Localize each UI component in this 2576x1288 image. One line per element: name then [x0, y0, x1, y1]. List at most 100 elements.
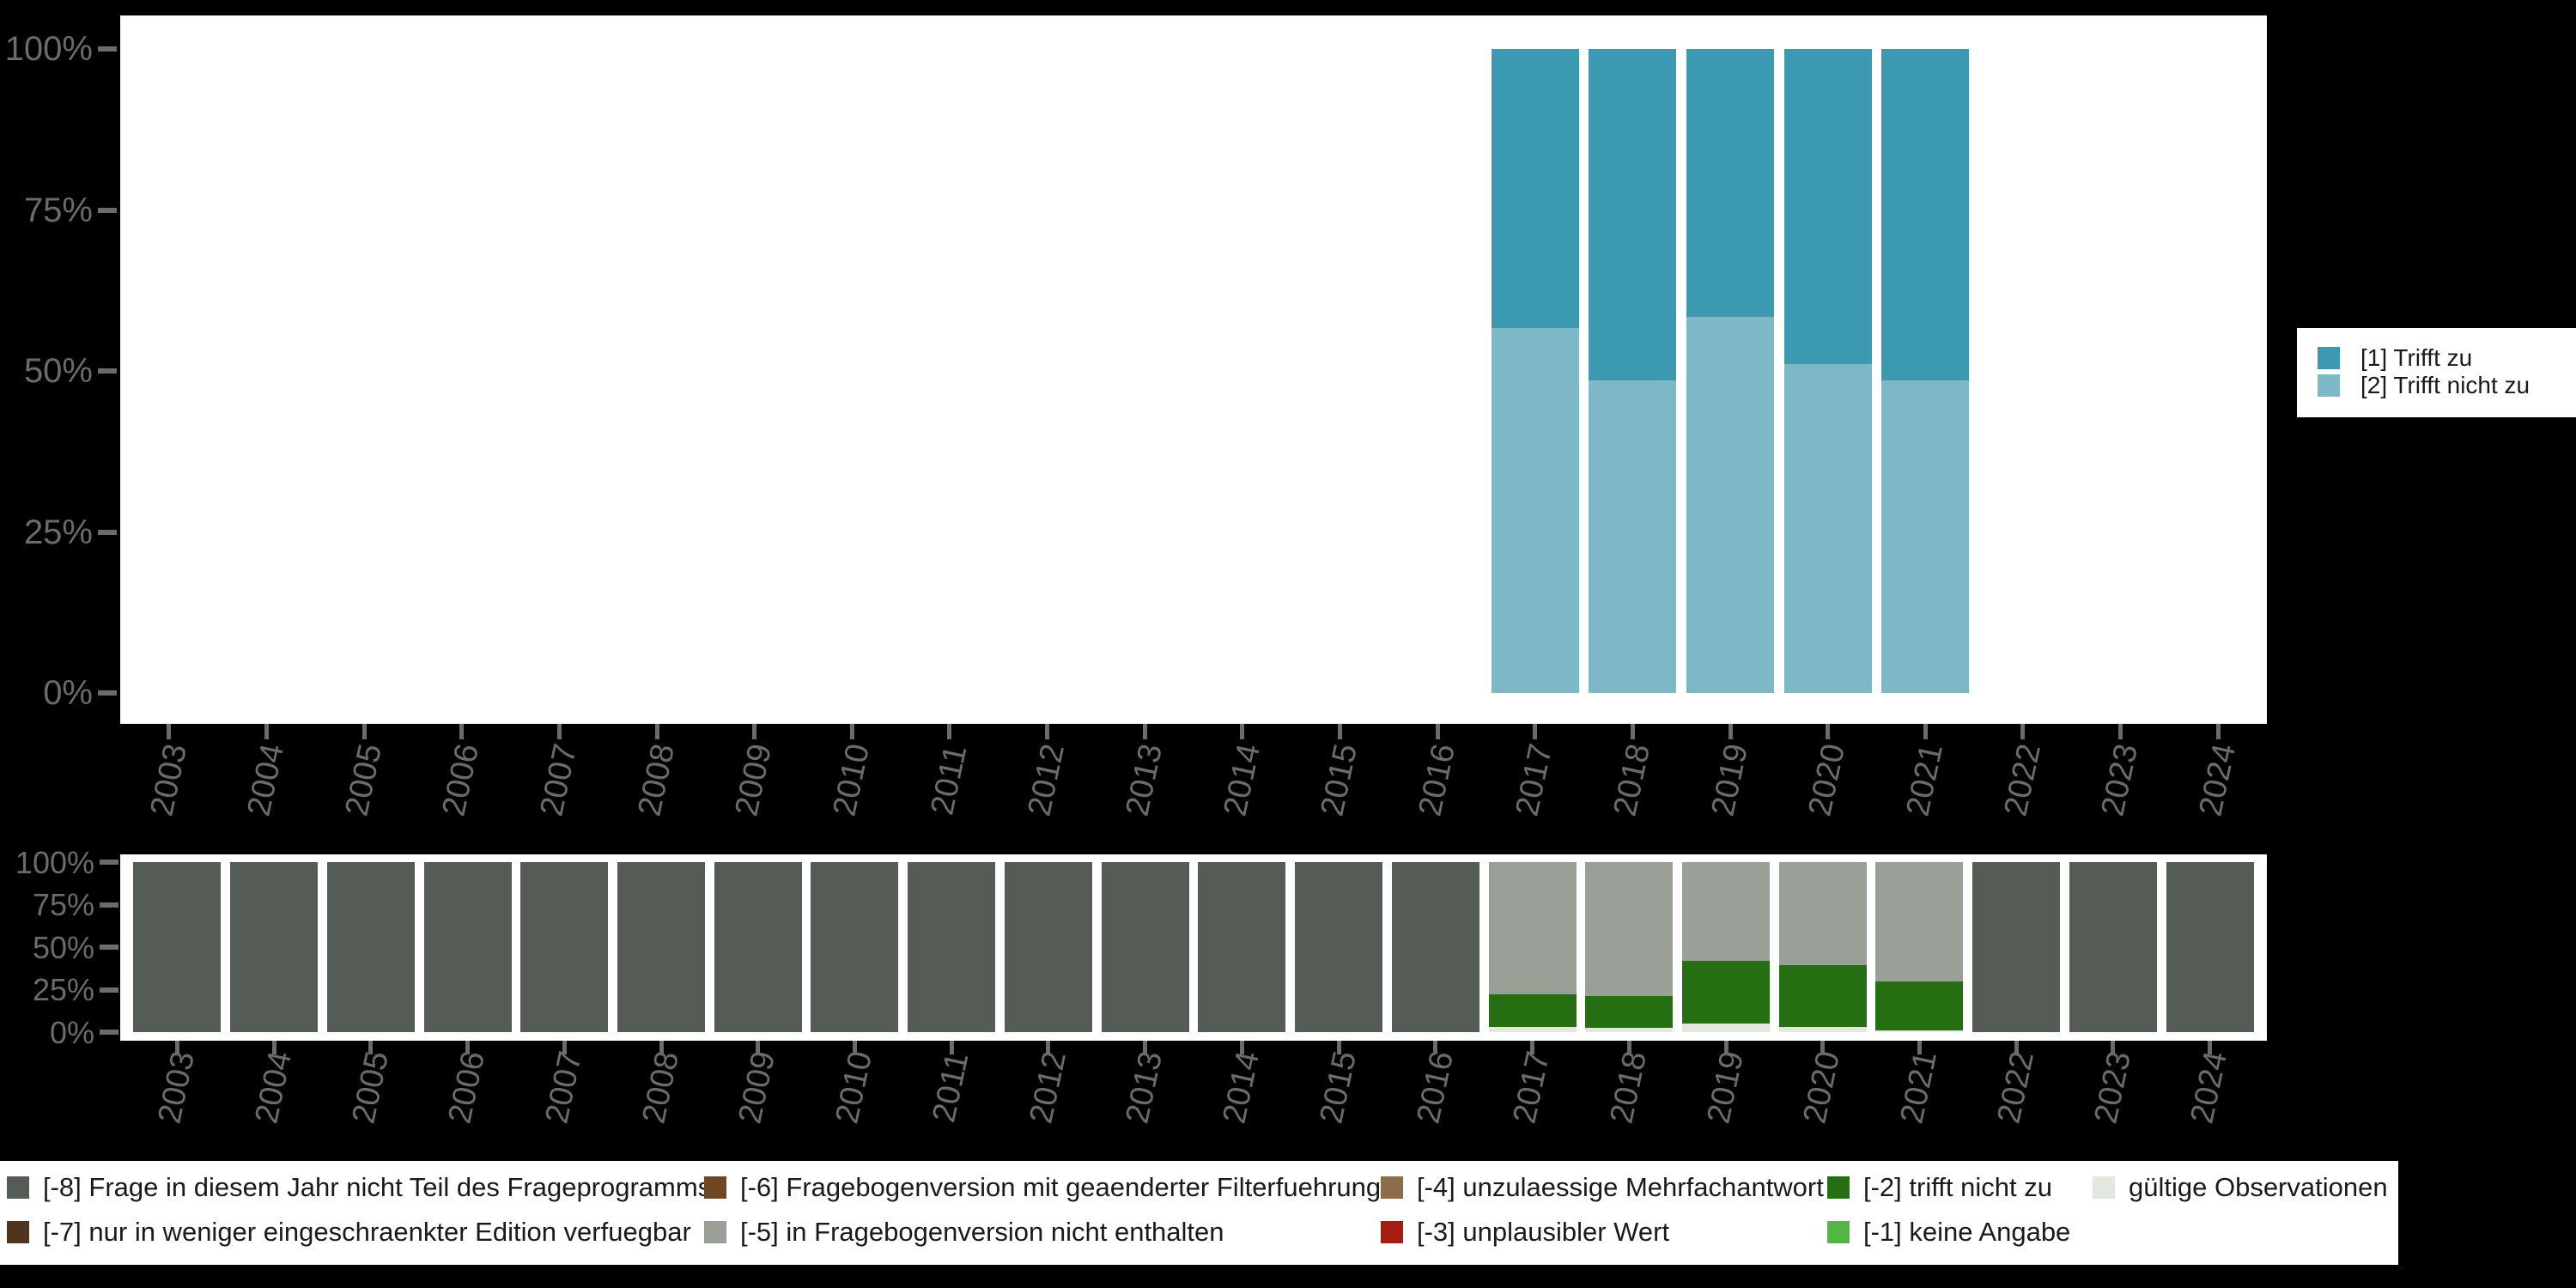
bottom-chart-y-tick-label: 75%: [32, 887, 94, 923]
bottom-chart-y-tick-label: 0%: [49, 1014, 94, 1050]
missing-legend-item: gültige Observationen: [2093, 1172, 2388, 1202]
missing-legend-label: [-6] Fragebogenversion mit geaenderter F…: [740, 1172, 1382, 1202]
top-chart-x-tickmark: [1045, 724, 1050, 739]
top-chart-year-text: 2019: [1704, 740, 1755, 819]
missing-legend-item: [-7] nur in weniger eingeschraenkter Edi…: [7, 1217, 711, 1247]
top-chart-year-text: 2011: [924, 741, 975, 818]
missings-bar-segment: [1295, 862, 1383, 1032]
missing-legend-column: [-2] trifft nicht zu [-1] keine Angabe: [1827, 1172, 2070, 1266]
bottom-chart-year-text: 2011: [926, 1048, 976, 1126]
answers-bar-segment: [1881, 380, 1970, 693]
bottom-chart-year-text: 2020: [1796, 1048, 1848, 1127]
missings-bar-segment: [1682, 961, 1770, 1024]
missing-legend-label: gültige Observationen: [2129, 1172, 2388, 1202]
missings-bar-segment: [811, 862, 899, 1032]
missings-bar-segment: [230, 862, 319, 1032]
missing-legend-label: [-2] trifft nicht zu: [1863, 1172, 2052, 1202]
bottom-chart-year-text: 2014: [1216, 1048, 1267, 1127]
bottom-chart-year-text: 2010: [829, 1048, 880, 1127]
missings-bar-segment: [1875, 862, 1964, 981]
top-chart-x-tickmark: [264, 724, 269, 739]
top-chart-x-tickmark: [752, 724, 757, 739]
bottom-chart-year-text: 2024: [2184, 1048, 2235, 1127]
bottom-chart-year-text: 2015: [1313, 1048, 1364, 1127]
bottom-chart-year-text: 2007: [538, 1048, 590, 1127]
bottom-chart-year-text: 2019: [1700, 1048, 1751, 1127]
missings-bar-segment: [1585, 995, 1674, 1029]
top-chart-year-text: 2013: [1119, 740, 1170, 819]
top-chart-year-text: 2016: [1412, 740, 1462, 819]
bottom-chart-year-text: 2017: [1506, 1048, 1558, 1127]
missings-bar-segment: [617, 862, 705, 1032]
bottom-chart-year-text: 2012: [1023, 1048, 1073, 1127]
bottom-chart-year-text: 2006: [441, 1048, 493, 1127]
missings-bar-segment: [1004, 862, 1092, 1032]
missings-bar-segment: [1488, 1026, 1577, 1032]
missings-bar-segment: [1682, 862, 1770, 962]
top-chart-year-text: 2012: [1021, 740, 1072, 819]
missings-bar-segment: [1488, 993, 1577, 1027]
answers-bar-segment: [1491, 49, 1579, 328]
bottom-chart-year-text: 2004: [248, 1048, 299, 1127]
missing-legend-label: [-7] nur in weniger eingeschraenkter Edi…: [43, 1217, 691, 1247]
bottom-chart-year-text: 2023: [2087, 1048, 2138, 1127]
top-chart-year-text: 2020: [1801, 740, 1853, 819]
missing-legend-label: [-5] in Fragebogenversion nicht enthalte…: [740, 1217, 1224, 1247]
answer-legend: [1] Trifft zu [2] Trifft nicht zu: [2297, 328, 2576, 417]
top-chart-year-text: 2004: [240, 740, 292, 819]
top-chart-y-tick-label: 50%: [23, 352, 93, 391]
bottom-chart-y-tickmark: [100, 1030, 118, 1035]
missings-bar-segment: [326, 862, 415, 1032]
top-chart-x-tickmark: [361, 724, 367, 739]
top-chart-year-text: 2023: [2094, 740, 2146, 819]
top-chart-x-tick-label: 2024: [2158, 720, 2278, 840]
bottom-chart-year-text: 2016: [1409, 1048, 1461, 1127]
missing-legend-item: [-2] trifft nicht zu: [1827, 1172, 2070, 1202]
top-chart-x-tickmark: [1923, 724, 1928, 739]
missing-legend-column: [-8] Frage in diesem Jahr nicht Teil des…: [7, 1172, 711, 1266]
bottom-chart-year-text: 2008: [635, 1048, 686, 1127]
missing-legend-item: [-5] in Fragebogenversion nicht enthalte…: [704, 1217, 1381, 1247]
bottom-chart-x-tickmark: [1143, 1041, 1148, 1054]
missing-legend-swatch: [7, 1176, 29, 1199]
top-chart-x-tickmark: [167, 724, 172, 739]
top-chart-y-tick-label: 0%: [43, 674, 93, 713]
missing-legend-swatch: [1827, 1221, 1850, 1243]
missings-bar-segment: [2166, 862, 2254, 1032]
missing-legend-label: [-8] Frage in diesem Jahr nicht Teil des…: [43, 1172, 712, 1202]
top-chart-year-text: 2015: [1314, 740, 1365, 819]
top-chart-year-text: 2005: [338, 740, 389, 819]
bottom-chart-year-text: 2005: [344, 1048, 396, 1127]
missings-bar-segment: [1585, 1028, 1674, 1032]
answer-legend-swatch: [2318, 374, 2340, 397]
top-chart-x-tickmark: [459, 724, 465, 739]
top-chart-x-tickmark: [2020, 724, 2026, 739]
missing-legend-swatch: [704, 1176, 726, 1199]
missing-legend-item: [-1] keine Angabe: [1827, 1217, 2070, 1247]
bottom-chart-x-tickmark: [271, 1041, 276, 1054]
bottom-chart-year-text: 2021: [1893, 1048, 1945, 1127]
bottom-chart-year-text: 2018: [1603, 1048, 1655, 1127]
missing-legend-swatch: [2093, 1176, 2115, 1199]
missings-bar-segment: [1101, 862, 1189, 1032]
missing-legend-swatch: [7, 1221, 29, 1243]
answers-bar-segment: [1686, 317, 1774, 693]
bottom-chart-x-tickmark: [1626, 1041, 1631, 1054]
missings-bar-segment: [1875, 981, 1964, 1030]
top-chart-x-tickmark: [1728, 724, 1733, 739]
answer-legend-swatch: [2318, 347, 2340, 369]
missings-bar-segment: [1972, 862, 2061, 1032]
missing-legend-label: [-3] unplausibler Wert: [1417, 1217, 1670, 1247]
answers-bar-segment: [1686, 49, 1774, 317]
bottom-chart-x-tickmark: [659, 1041, 664, 1054]
answer-legend-label: [2] Trifft nicht zu: [2360, 372, 2530, 398]
bottom-chart-x-tickmark: [1046, 1041, 1051, 1054]
missings-bar-segment: [1778, 862, 1867, 965]
top-chart-year-text: 2009: [728, 740, 780, 819]
missing-codes-legend: [-8] Frage in diesem Jahr nicht Teil des…: [0, 1161, 2398, 1265]
bottom-chart-x-tickmark: [852, 1041, 857, 1054]
bottom-chart-year-text: 2022: [1990, 1048, 2042, 1127]
missings-bar-segment: [423, 862, 512, 1032]
top-chart-x-tickmark: [654, 724, 659, 739]
missings-bar-segment: [1391, 862, 1479, 1032]
